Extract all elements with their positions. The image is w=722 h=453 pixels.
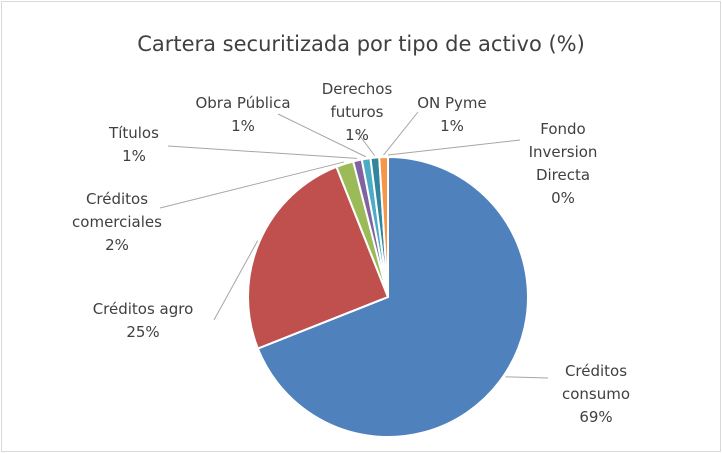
- label-value: 69%: [579, 408, 613, 426]
- leader-line: [505, 376, 549, 379]
- leader-line: [277, 113, 367, 158]
- data-label: Créditos agro 25%: [78, 298, 208, 344]
- label-name: Derechos futuros: [321, 80, 393, 121]
- label-value: 25%: [126, 323, 160, 341]
- data-label: Créditos consumo 69%: [551, 360, 641, 429]
- pie-slice: [247, 165, 390, 350]
- label-name: Créditos comerciales: [72, 190, 162, 231]
- label-value: 0%: [551, 189, 575, 207]
- label-name: Títulos: [109, 124, 159, 142]
- label-value: 1%: [122, 147, 146, 165]
- leader-line: [167, 145, 358, 159]
- label-name: ON Pyme: [417, 94, 487, 112]
- label-value: 1%: [345, 126, 369, 144]
- chart-title: Cartera securitizada por tipo de activo …: [137, 32, 585, 56]
- data-label: Títulos 1%: [94, 122, 174, 168]
- leader-line: [356, 131, 376, 156]
- data-label: Derechos futuros 1%: [312, 78, 402, 147]
- label-name: Créditos agro: [92, 300, 194, 318]
- label-name: Créditos consumo: [561, 362, 631, 403]
- leader-line: [213, 240, 259, 321]
- label-value: 1%: [231, 117, 255, 135]
- leader-line: [383, 111, 419, 156]
- leader-line: [159, 161, 345, 209]
- label-name: Fondo Inversion Directa: [528, 120, 598, 184]
- pie-slice: [256, 155, 529, 438]
- label-name: Obra Pública: [195, 94, 291, 112]
- label-value: 2%: [105, 236, 129, 254]
- data-label: Fondo Inversion Directa 0%: [518, 118, 608, 210]
- label-value: 1%: [440, 117, 464, 135]
- data-label: Obra Pública 1%: [183, 92, 303, 138]
- leader-line: [387, 139, 521, 156]
- data-label: Créditos comerciales 2%: [62, 188, 172, 257]
- data-label: ON Pyme 1%: [412, 92, 492, 138]
